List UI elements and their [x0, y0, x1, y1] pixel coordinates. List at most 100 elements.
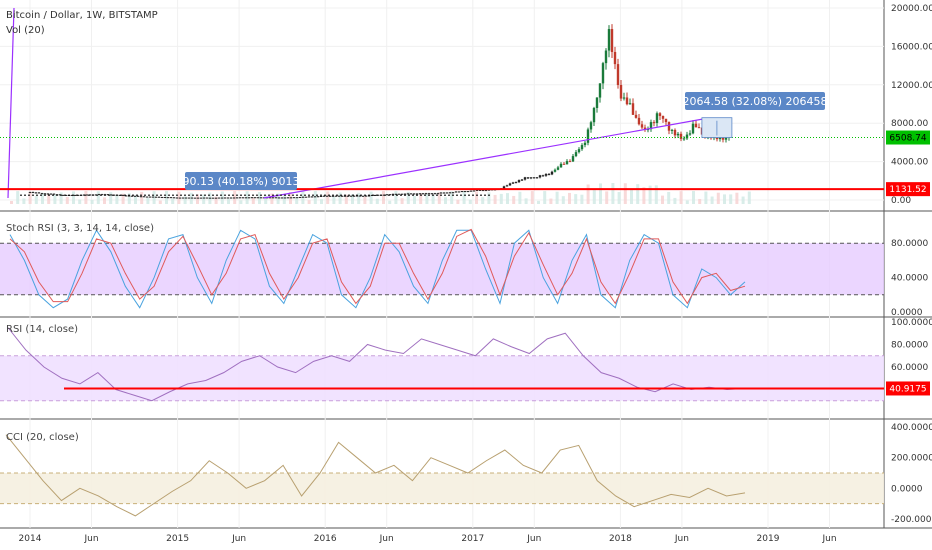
price-tick-label: 16000.00 — [891, 42, 932, 52]
candle-body — [109, 194, 113, 196]
volume-bar — [109, 192, 113, 204]
candle-body — [718, 137, 722, 140]
volume-bar — [555, 191, 559, 204]
candle-body — [589, 122, 593, 130]
volume-bar — [425, 193, 429, 204]
volume-bar — [437, 192, 441, 204]
volume-bar — [574, 194, 578, 204]
volume-bar — [134, 195, 137, 204]
measure-label-left-bg — [185, 172, 297, 190]
volume-bar — [227, 199, 230, 204]
candle-body — [217, 197, 221, 199]
candle-body — [301, 196, 305, 198]
candle-body — [559, 163, 563, 168]
candle-body — [247, 197, 251, 199]
candle-body — [334, 195, 338, 197]
candle-body — [532, 177, 536, 179]
volume-bar — [654, 185, 658, 204]
candle-body — [181, 197, 185, 199]
volume-bar — [716, 192, 720, 204]
volume-bar — [605, 191, 609, 204]
candle-body — [121, 194, 125, 196]
candle-body — [49, 193, 53, 195]
candle-body — [256, 197, 260, 199]
candle-body — [460, 191, 464, 193]
candle-body — [691, 123, 695, 134]
candle-body — [511, 182, 515, 184]
candle-body — [433, 193, 437, 195]
volume-bar — [140, 191, 144, 204]
price-tick-label: 20000.00 — [891, 4, 932, 14]
current-price-badge-text: 6508.74 — [889, 134, 926, 144]
candle-body — [193, 197, 197, 199]
rsi-label: RSI (14, close) — [6, 324, 78, 335]
candle-body — [508, 183, 512, 186]
candle-body — [220, 197, 224, 199]
stoch-tick-label: 0.0000 — [891, 308, 923, 318]
volume-bar — [599, 183, 602, 204]
candle-body — [568, 161, 572, 163]
candle-body — [400, 193, 404, 195]
volume-bar — [704, 191, 708, 204]
volume-bar — [28, 191, 32, 204]
candle-body — [244, 197, 248, 199]
candle-body — [601, 63, 605, 84]
candle-body — [388, 194, 392, 196]
volume-bar — [270, 193, 274, 204]
candle-body — [391, 193, 395, 195]
candle-body — [295, 197, 299, 199]
candle-body — [682, 138, 686, 140]
candle-body — [613, 51, 617, 65]
volume-bar — [202, 194, 206, 204]
volume-bar — [543, 191, 547, 204]
cci-line — [5, 434, 746, 517]
volume-bar — [487, 192, 491, 204]
candle-body — [307, 196, 311, 198]
x-tick-label: 2015 — [166, 534, 189, 544]
volume-bar — [96, 191, 100, 204]
candle-body — [622, 97, 626, 99]
price-tick-label: 4000.00 — [891, 158, 928, 168]
candle-body — [631, 103, 635, 115]
candle-body — [454, 191, 458, 193]
candle-body — [550, 171, 554, 175]
candle-body — [673, 129, 677, 136]
candle-body — [259, 197, 263, 199]
candle-body — [649, 122, 653, 130]
candle-body — [586, 129, 590, 143]
candle-body — [658, 113, 662, 116]
candle-body — [352, 195, 356, 197]
candle-body — [643, 127, 647, 130]
stoch-d-line — [9, 228, 746, 305]
volume-bar — [667, 191, 671, 204]
candle-body — [583, 142, 587, 146]
stoch-rsi-label: Stoch RSI (3, 3, 14, 14, close) — [6, 223, 154, 234]
cci-tick-label: 0.0000 — [891, 484, 923, 494]
candle-body — [325, 195, 329, 197]
volume-bar — [127, 193, 131, 204]
candle-body — [151, 196, 155, 198]
candle-body — [280, 197, 284, 199]
volume-bar — [537, 200, 540, 204]
volume-bar — [34, 196, 38, 204]
volume-bar — [456, 199, 460, 204]
candle-body — [655, 113, 659, 123]
volume-bar — [16, 191, 20, 204]
candle-body — [169, 197, 173, 199]
candle-body — [73, 194, 77, 196]
x-tick-label: Jun — [526, 534, 541, 544]
candle-body — [145, 196, 149, 198]
volume-bar — [735, 192, 739, 204]
volume-bar — [580, 194, 584, 204]
candle-body — [97, 194, 101, 196]
candle-body — [88, 194, 92, 196]
candle-body — [175, 197, 179, 199]
candle-body — [43, 193, 47, 195]
candle-body — [535, 177, 539, 179]
candle-body — [346, 195, 350, 197]
price-tick-label: 8000.00 — [891, 119, 928, 129]
volume-bar — [747, 191, 751, 204]
candle-body — [415, 193, 419, 195]
volume-bar — [636, 184, 640, 204]
